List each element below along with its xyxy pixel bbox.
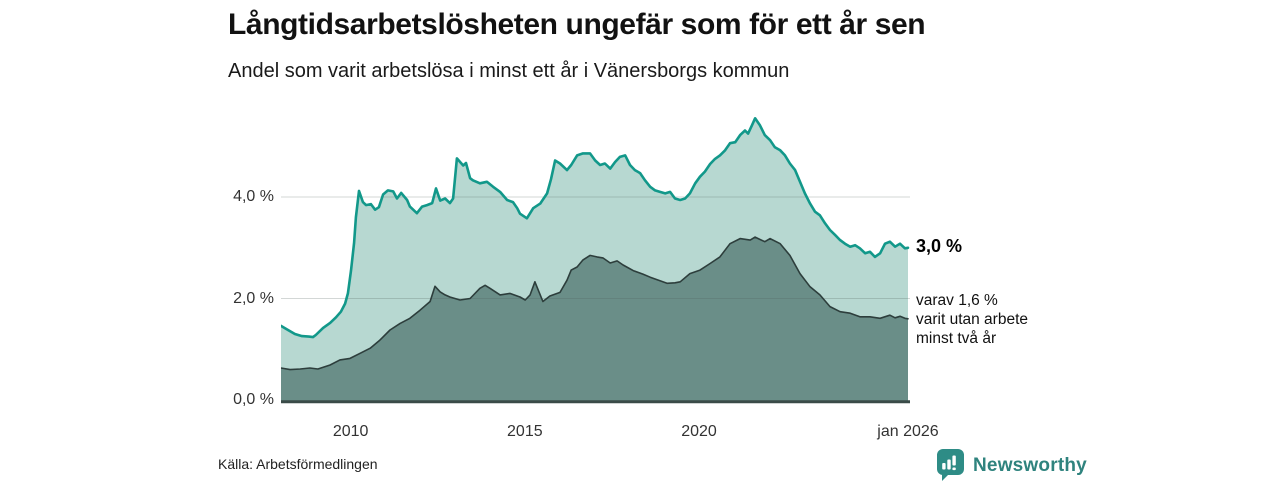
y-tick-label-0: 0,0 % <box>233 391 274 408</box>
x-tick-label-2020: 2020 <box>681 423 717 440</box>
line-total <box>281 117 910 339</box>
end-value-label-total: 3,0 % <box>916 236 963 256</box>
newsworthy-logo: Newsworthy <box>937 449 1087 482</box>
end-value-label-two-years-line2: varit utan arbete <box>916 311 1029 328</box>
newsworthy-speech-bubble-barchart-icon <box>937 449 964 481</box>
end-value-label-two-years-line1: varav 1,6 % <box>916 292 998 309</box>
end-value-label-two-years: varav 1,6 % varit utan arbete minst två … <box>916 291 1028 348</box>
x-tick-label-2010: 2010 <box>332 423 369 440</box>
x-tick-label-jan-2026: jan 2026 <box>877 423 939 440</box>
brand-wordmark: Newsworthy <box>973 454 1087 476</box>
unemployment-area-chart <box>281 117 910 404</box>
y-tick-label-4: 4,0 % <box>233 188 274 205</box>
x-tick-label-2015: 2015 <box>507 423 543 440</box>
area-two-year-fill <box>281 237 908 402</box>
y-tick-label-2: 2,0 % <box>233 289 274 307</box>
chart-title: Långtidsarbetslösheten ungefär som för e… <box>228 8 926 41</box>
end-value-label-two-years-line3: minst två år <box>916 330 997 347</box>
line-two-year <box>281 236 909 371</box>
chart-subtitle: Andel som varit arbetslösa i minst ett å… <box>228 60 790 82</box>
source-note: Källa: Arbetsförmedlingen <box>218 456 378 472</box>
